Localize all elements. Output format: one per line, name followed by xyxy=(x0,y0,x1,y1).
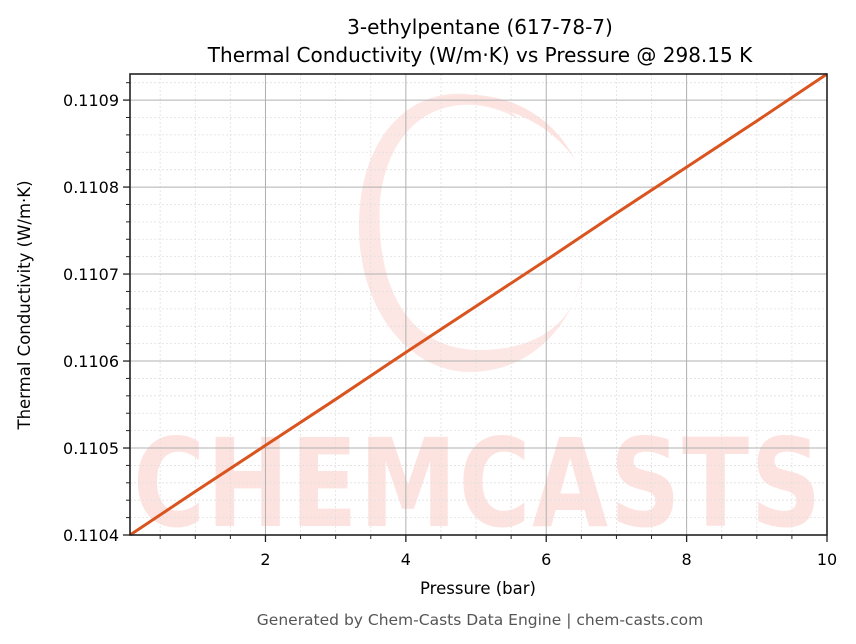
y-tick-label: 0.1109 xyxy=(63,91,119,110)
plot-frame xyxy=(129,73,828,536)
x-tick-label: 4 xyxy=(401,550,411,569)
y-tick-label: 0.1107 xyxy=(63,265,119,284)
x-tick-label: 8 xyxy=(682,550,692,569)
x-tick-label: 10 xyxy=(817,550,837,569)
series-line xyxy=(129,72,828,537)
x-tick-label: 2 xyxy=(260,550,270,569)
watermark-text: CHEMCASTS xyxy=(133,413,823,555)
watermark-logo: CHEMCASTS xyxy=(133,93,823,555)
chart-title: 3-ethylpentane (617-78-7) xyxy=(347,15,613,39)
minor-grid xyxy=(130,74,827,535)
y-tick-label: 0.1108 xyxy=(63,178,119,197)
x-axis-label: Pressure (bar) xyxy=(420,579,536,598)
y-axis-label: Thermal Conductivity (W/m·K) xyxy=(15,180,34,430)
data-series xyxy=(129,72,828,537)
y-tick-label: 0.1105 xyxy=(63,439,119,458)
axes-frame xyxy=(129,73,828,536)
chart-subtitle: Thermal Conductivity (W/m·K) vs Pressure… xyxy=(207,43,753,67)
y-axis-ticks: 0.1104 0.1105 0.1106 0.1107 0.1108 0.1109 xyxy=(63,82,130,545)
x-axis-ticks: 2 4 6 8 10 xyxy=(159,535,837,569)
footer-credit: Generated by Chem-Casts Data Engine | ch… xyxy=(257,611,703,629)
x-tick-label: 6 xyxy=(541,550,551,569)
y-tick-label: 0.1104 xyxy=(63,526,119,545)
y-tick-label: 0.1106 xyxy=(63,352,119,371)
watermark-swirl-icon xyxy=(358,93,585,372)
